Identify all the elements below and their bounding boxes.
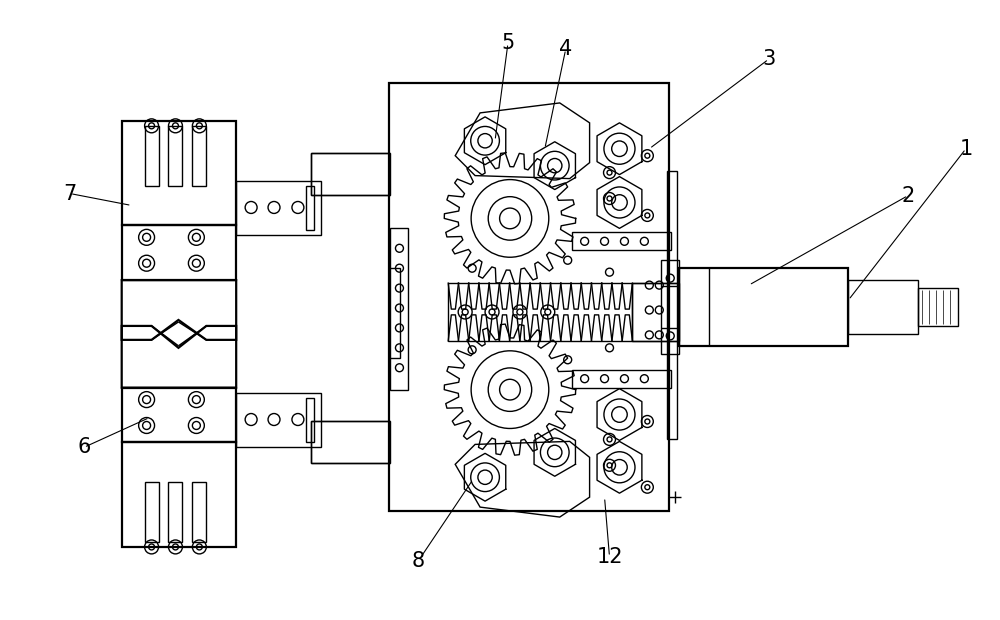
Bar — [311, 422, 390, 463]
Bar — [122, 388, 236, 443]
Bar — [632, 283, 679, 341]
Bar — [145, 126, 159, 185]
Bar — [918, 288, 958, 326]
Bar — [389, 268, 400, 358]
Bar — [192, 126, 206, 185]
Bar — [667, 170, 677, 440]
Text: 4: 4 — [559, 39, 572, 59]
Bar — [122, 226, 236, 280]
Bar — [448, 283, 632, 341]
Bar — [306, 397, 314, 443]
Bar — [236, 180, 321, 236]
Bar — [389, 83, 669, 511]
Bar — [311, 153, 390, 195]
Bar — [145, 482, 159, 542]
Circle shape — [500, 208, 520, 229]
Text: 7: 7 — [63, 184, 77, 203]
Bar — [122, 121, 236, 226]
Bar — [848, 280, 918, 334]
Bar — [236, 392, 321, 448]
Bar — [390, 228, 408, 389]
Bar — [122, 443, 236, 547]
Text: 5: 5 — [501, 33, 515, 53]
Text: 3: 3 — [762, 49, 775, 69]
Bar — [306, 185, 314, 231]
Bar — [192, 482, 206, 542]
Bar — [168, 482, 182, 542]
Text: 1: 1 — [959, 139, 973, 159]
Bar — [661, 260, 679, 354]
Text: 6: 6 — [77, 437, 91, 458]
Text: 2: 2 — [902, 185, 915, 205]
Bar — [679, 268, 848, 346]
Bar — [572, 370, 671, 388]
Bar — [572, 232, 671, 250]
Text: 12: 12 — [596, 547, 623, 567]
Circle shape — [500, 379, 520, 400]
Bar — [168, 126, 182, 185]
Text: 8: 8 — [412, 551, 425, 571]
